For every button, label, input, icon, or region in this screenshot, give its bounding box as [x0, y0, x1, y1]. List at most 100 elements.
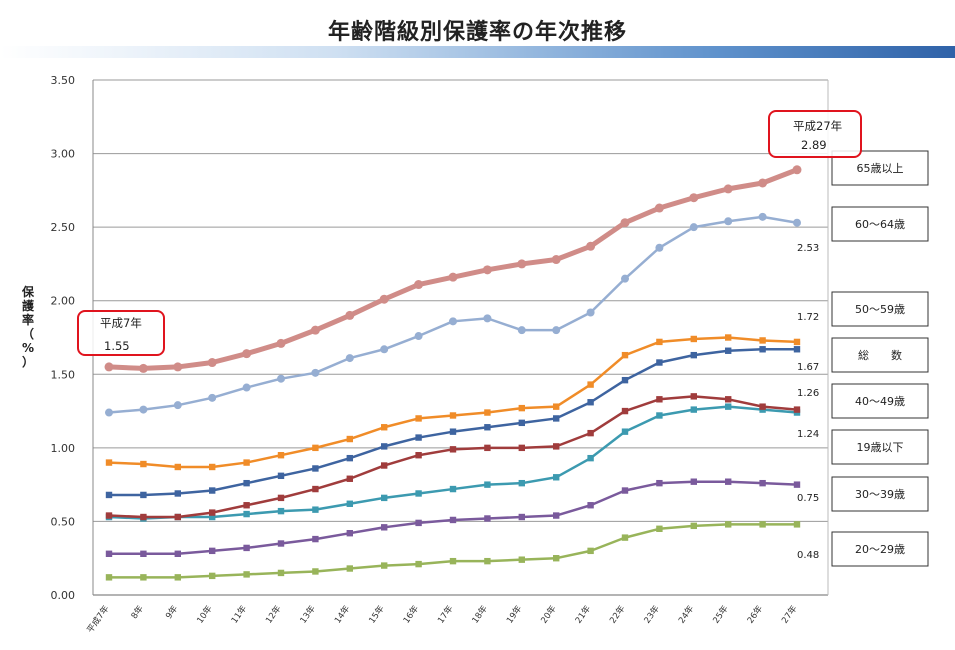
- data-point: [793, 521, 801, 528]
- data-point: [725, 478, 732, 485]
- x-tick-label: 23年: [642, 603, 662, 626]
- x-tick-label: 17年: [435, 603, 455, 626]
- data-point: [105, 408, 113, 417]
- data-point: [381, 494, 388, 502]
- data-point: [724, 217, 733, 226]
- data-point: [449, 428, 457, 435]
- data-point: [484, 409, 491, 416]
- data-point: [587, 429, 594, 437]
- data-point: [243, 502, 250, 509]
- data-point: [725, 521, 732, 528]
- data-point: [140, 574, 147, 581]
- x-tick-label: 平成7年: [85, 603, 112, 635]
- grid-lines: [92, 79, 829, 596]
- series-2: [105, 334, 801, 471]
- data-point: [174, 550, 181, 557]
- data-point: [346, 565, 353, 572]
- x-tick-label: 24年: [676, 603, 696, 626]
- data-point: [518, 419, 525, 427]
- data-point: [587, 399, 594, 406]
- end-value-labels: 2.53 1.72 1.67 1.26 1.24 0.75 0.48: [797, 243, 819, 561]
- data-point: [277, 569, 285, 577]
- y-axis-title: 保護率（%）: [21, 284, 35, 369]
- data-point: [759, 521, 766, 528]
- data-point: [620, 218, 630, 228]
- data-point: [276, 338, 286, 348]
- data-point: [793, 346, 801, 353]
- data-point: [312, 535, 319, 543]
- callouts: 平成7年 1.55 平成27年 2.89: [77, 110, 862, 356]
- legend-box-frame: [831, 383, 929, 419]
- data-point: [654, 203, 664, 213]
- data-point: [312, 485, 319, 493]
- data-point: [277, 472, 285, 480]
- data-point: [174, 463, 181, 471]
- data-point: [621, 407, 629, 415]
- data-point: [484, 444, 491, 452]
- data-point: [277, 374, 285, 383]
- x-tick-label: 14年: [332, 603, 352, 626]
- legend-box: 30～39歳: [831, 476, 929, 512]
- legend-box-frame: [831, 476, 929, 512]
- data-point: [553, 443, 560, 450]
- series-line: [107, 215, 799, 414]
- data-point: [209, 487, 216, 494]
- x-tick-label: 18年: [470, 603, 490, 626]
- y-tick-label: 2.50: [51, 221, 76, 234]
- y-axis-title: 保護率（%）: [21, 284, 35, 369]
- data-point: [587, 454, 594, 462]
- data-point: [690, 522, 697, 530]
- data-point: [689, 223, 698, 232]
- data-point: [381, 524, 388, 531]
- data-point: [346, 435, 353, 443]
- data-point: [587, 502, 594, 509]
- y-tick-label: 3.50: [51, 74, 76, 87]
- data-point: [380, 345, 389, 354]
- data-point: [759, 403, 766, 410]
- data-point: [553, 474, 560, 481]
- data-point: [656, 338, 663, 346]
- data-point: [140, 550, 147, 557]
- data-point: [484, 515, 491, 522]
- data-point: [483, 314, 492, 323]
- data-point: [381, 462, 388, 469]
- legend-box-frame: [831, 206, 929, 242]
- data-point: [312, 444, 319, 452]
- legend-box: 50～59歳: [831, 291, 929, 327]
- legend-box: 総 数: [831, 337, 929, 373]
- data-point: [277, 540, 285, 547]
- legend-box-label: 20～29歳: [855, 543, 905, 556]
- data-point: [621, 428, 629, 435]
- data-point: [173, 401, 182, 410]
- data-point: [415, 560, 422, 568]
- data-point: [209, 509, 216, 516]
- legend-box-label: 40～49歳: [855, 395, 905, 408]
- data-point: [209, 463, 216, 471]
- data-point: [517, 259, 527, 269]
- data-point: [621, 534, 629, 541]
- data-point: [209, 572, 216, 580]
- data-point: [517, 326, 526, 335]
- callout-0: 平成7年 1.55: [77, 310, 165, 356]
- callout-value: 2.89: [801, 138, 827, 152]
- data-point: [105, 550, 113, 557]
- end-value-label: 1.67: [797, 362, 819, 373]
- series-line: [107, 405, 799, 520]
- data-point: [758, 212, 767, 221]
- data-point: [586, 241, 596, 251]
- data-point: [656, 412, 663, 419]
- y-tick-label: 0.50: [51, 515, 76, 528]
- series-5: [105, 403, 801, 522]
- series-1: [105, 212, 801, 417]
- y-tick-labels: 0.00 0.50 1.00 1.50 2.00 2.50 3.00 3.50: [51, 74, 76, 602]
- y-tick-label: 2.00: [51, 295, 76, 308]
- data-point: [209, 547, 216, 555]
- data-point: [415, 434, 422, 441]
- end-value-label: 2.53: [797, 243, 819, 254]
- data-point: [553, 403, 560, 410]
- data-point: [792, 165, 802, 175]
- y-tick-label: 0.00: [51, 589, 76, 602]
- data-point: [174, 490, 181, 497]
- data-point: [621, 376, 629, 384]
- x-tick-label: 12年: [263, 603, 283, 626]
